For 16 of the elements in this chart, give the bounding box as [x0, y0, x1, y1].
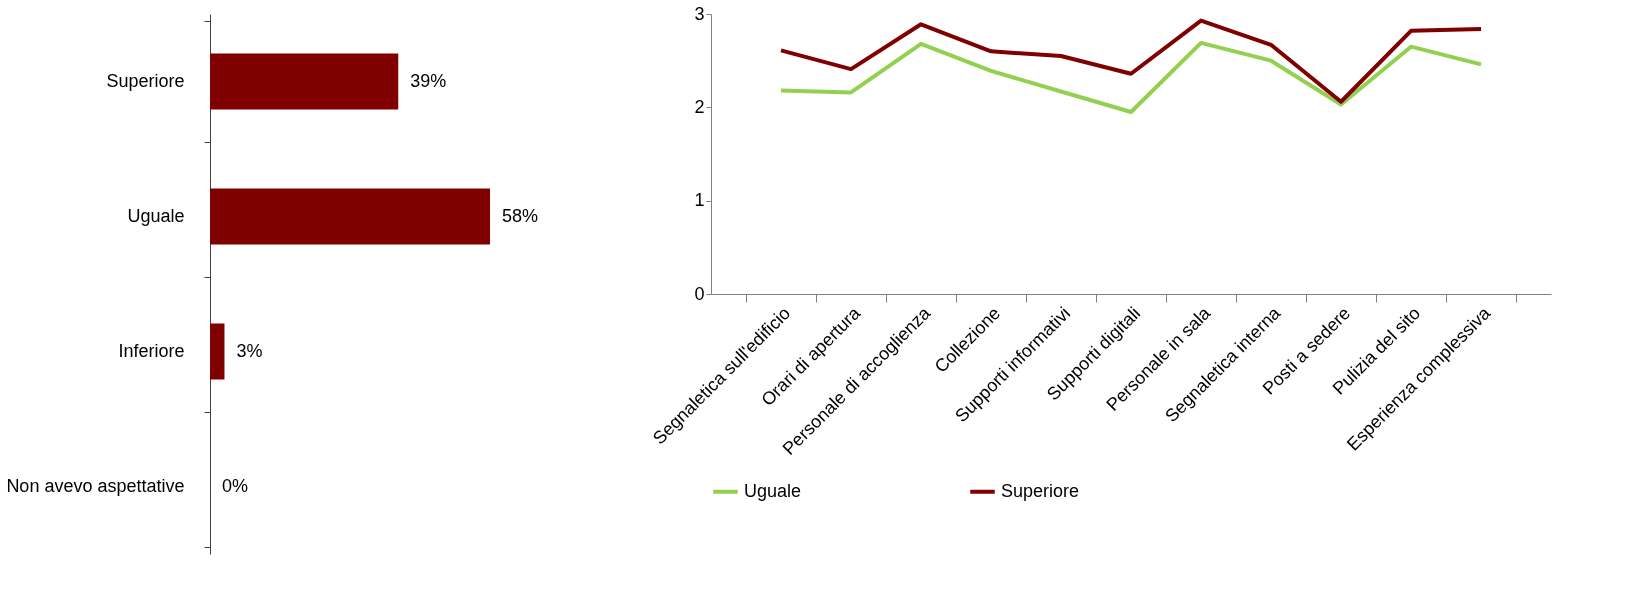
y-tick-label: Uguale [127, 206, 185, 226]
legend-label: Uguale [744, 480, 802, 501]
data-label: 3% [236, 340, 263, 361]
legend-label: Superiore [1001, 480, 1080, 501]
line-series [779, 40, 1483, 114]
data-label: 58% [502, 205, 539, 226]
data-label: 0% [222, 475, 249, 496]
y-tick-label: 0 [694, 283, 705, 304]
y-tick-label: 1 [694, 190, 705, 211]
y-tick-label: Superiore [106, 71, 185, 91]
y-tick-label: 3 [694, 3, 705, 24]
y-tick-label: Inferiore [118, 341, 185, 361]
y-tick-label: 2 [694, 96, 705, 117]
data-label: 39% [410, 70, 447, 91]
line-series [779, 18, 1483, 104]
y-tick-label: Non avevo aspettative [6, 476, 185, 496]
